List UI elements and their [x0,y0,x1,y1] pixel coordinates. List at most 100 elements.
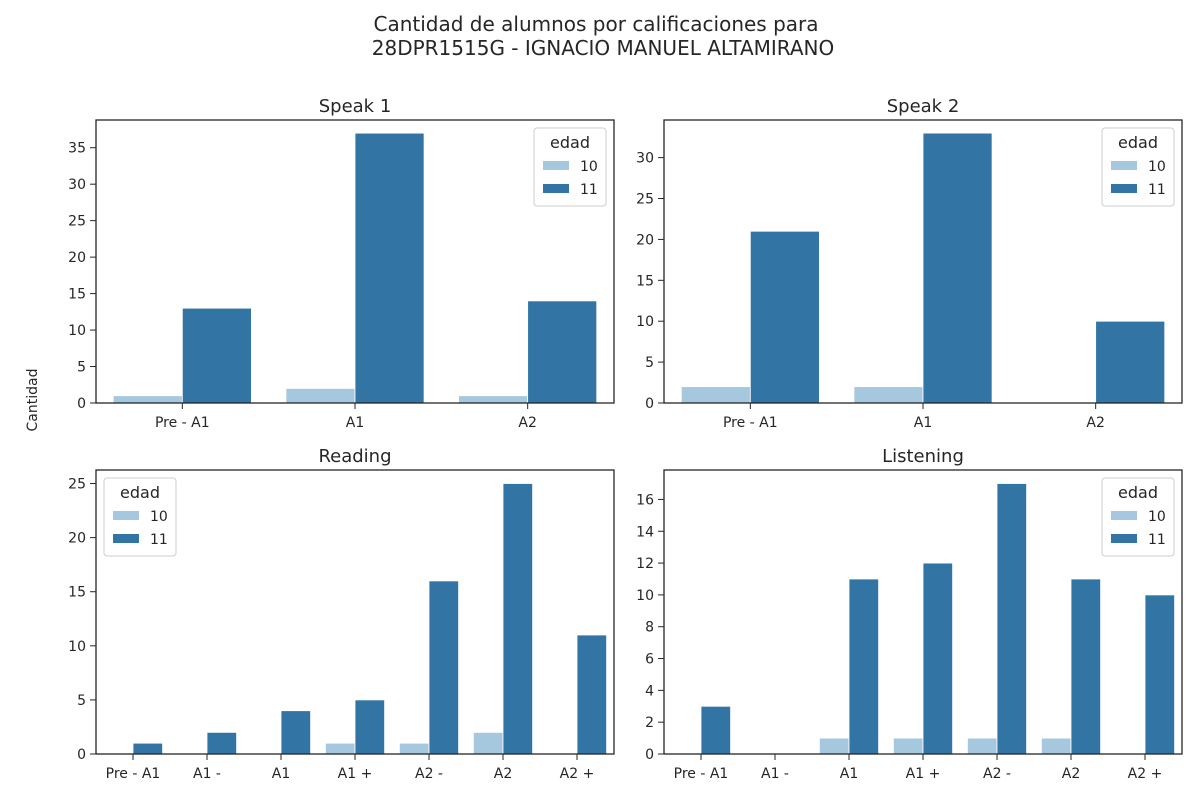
x-tick-label: A2 [1062,766,1080,782]
legend-title: edad [1118,133,1158,152]
bar-edad-11-a2 [1095,320,1166,404]
bar-edad-11-a2 [1070,578,1102,755]
bar-edad-11-pre-a1 [132,742,164,755]
y-tick-label: 20 [636,232,654,248]
legend-label-edad-11: 11 [1148,532,1166,548]
y-tick-label: 10 [636,588,654,604]
y-tick-label: 14 [636,524,654,540]
x-tick-label: Pre - A1 [155,415,210,431]
legend-swatch-edad-10 [113,511,139,520]
bar-edad-10-a1 [853,386,924,404]
y-tick-label: 30 [636,151,654,167]
bar-edad-11-pre-a1 [181,307,252,404]
x-tick-label: A2 - [983,766,1011,782]
x-tick-label: A2 + [560,766,595,782]
bar-edad-10-a2 [398,742,430,755]
x-tick-label: Pre - A1 [723,415,778,431]
x-tick-label: A2 - [415,766,443,782]
shared-y-axis-label: Cantidad [25,369,41,432]
y-tick-label: 20 [68,250,86,266]
y-tick-label: 0 [77,747,86,763]
y-tick-label: 4 [645,683,654,699]
x-tick-label: A2 + [1128,766,1163,782]
y-tick-label: 8 [645,620,654,636]
legend: edad 10 11 [1101,127,1175,207]
x-tick-label: A1 - [193,766,221,782]
bar-edad-10-a2 [458,395,529,404]
legend-label-edad-10: 10 [1148,509,1166,525]
bar-edad-10-a1 [893,737,924,755]
y-tick-label: 25 [68,477,86,493]
legend-title: edad [1118,483,1158,502]
subplot-3: Reading 0 5 10 15 20 25 Pre - A1 A1 - A1 A1 + A2 - A… [68,446,615,782]
bar-edad-11-a1 [354,132,425,404]
subplot-4: Listening 0 2 4 6 8 10 12 14 16 Pre - A1 A1 - A1 A1 +… [636,446,1183,782]
legend: edad 10 11 [1101,477,1175,557]
subplot-2: Speak 2 0 5 10 15 20 25 30 Pre - A1 A1 A2 edad 10 11 [636,96,1183,431]
y-tick-label: 20 [68,531,86,547]
y-tick-label: 0 [645,396,654,412]
y-tick-label: 25 [68,214,86,230]
y-tick-label: 15 [636,273,654,289]
bar-edad-11-pre-a1 [749,230,820,404]
subplot-1: Speak 1 0 5 10 15 20 25 30 35 Pre - A1 A1 A2 edad 10 1… [68,96,615,431]
legend: edad 10 11 [103,477,177,557]
plot-frame [663,469,1183,755]
legend-swatch-edad-11 [1111,184,1137,193]
subplot-title: Speak 1 [319,96,392,117]
bar-edad-11-a1 [354,699,386,755]
legend-label-edad-10: 10 [1148,159,1166,175]
legend-label-edad-10: 10 [580,159,598,175]
bar-edad-11-a2 [576,634,608,755]
bar-edad-10-a2 [472,731,504,755]
bar-edad-10-a1 [285,388,356,404]
bar-edad-10-a2 [967,737,998,755]
legend-label-edad-11: 11 [150,532,168,548]
legend-swatch-edad-10 [1111,511,1137,520]
legend-label-edad-11: 11 [1148,182,1166,198]
subplot-title: Listening [882,446,964,467]
y-tick-label: 10 [636,314,654,330]
y-tick-label: 16 [636,492,654,508]
x-tick-label: A2 [518,415,536,431]
x-tick-label: A1 [272,766,290,782]
y-tick-label: 0 [645,747,654,763]
bar-edad-11-a1 [922,132,993,404]
subplot-title: Speak 2 [887,96,960,117]
x-tick-label: A1 [914,415,932,431]
plot-frame [95,119,615,404]
y-tick-label: 35 [68,141,86,157]
x-tick-label: A2 [494,766,512,782]
x-tick-label: A1 + [338,766,373,782]
bar-edad-11-a1 [848,578,880,755]
y-tick-label: 12 [636,556,654,572]
y-tick-label: 5 [77,360,86,376]
y-tick-label: 15 [68,287,86,303]
bar-edad-10-pre-a1 [112,395,183,404]
legend-swatch-edad-10 [1111,161,1137,170]
bar-edad-10-a2 [1041,737,1072,755]
x-tick-label: Pre - A1 [106,766,161,782]
bar-edad-11-a1 [922,562,954,755]
bar-edad-11-a2 [1144,594,1176,755]
y-tick-label: 2 [645,715,654,731]
bar-edad-10-a1 [324,742,356,755]
legend-swatch-edad-11 [543,184,569,193]
bar-edad-10-a1 [819,737,850,755]
legend-title: edad [120,483,160,502]
bar-edad-10-pre-a1 [680,386,751,404]
x-tick-label: Pre - A1 [674,766,729,782]
y-tick-label: 30 [68,177,86,193]
bar-edad-11-a1 [280,710,312,755]
x-tick-label: A2 [1086,415,1104,431]
subplot-title: Reading [318,446,391,467]
plot-frame [95,469,615,755]
bar-edad-11-a2 [502,483,534,755]
figure-title-line1: Cantidad de alumnos por calificaciones p… [373,12,818,36]
bar-edad-11-a2 [527,300,598,404]
legend-swatch-edad-11 [113,534,139,543]
y-tick-label: 25 [636,192,654,208]
legend-title: edad [550,133,590,152]
bar-edad-11-a2 [428,580,460,755]
y-tick-label: 10 [68,323,86,339]
